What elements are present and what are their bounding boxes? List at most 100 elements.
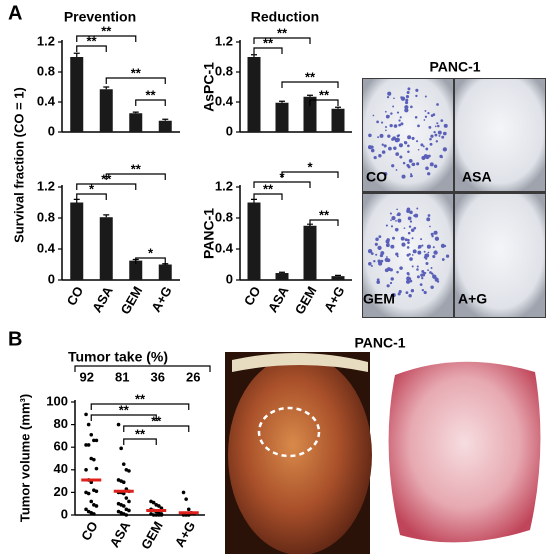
colony [390, 112, 393, 115]
y-tick-label: 1.2 [37, 178, 55, 193]
colony [425, 147, 429, 151]
colony [427, 269, 430, 272]
colony [429, 162, 434, 167]
y-axis-label: Tumor volume (mm³) [17, 394, 32, 522]
colony [391, 216, 396, 221]
colony [411, 163, 414, 166]
data-point [127, 508, 131, 513]
y-tick-label: 0.4 [215, 240, 234, 255]
data-point [84, 507, 88, 512]
colony [396, 208, 398, 211]
colony [391, 292, 396, 298]
colony [387, 134, 391, 138]
error-bar [307, 94, 313, 97]
colony [398, 290, 402, 294]
colony [404, 108, 409, 113]
colony [442, 258, 445, 260]
colony [385, 224, 388, 227]
sig-bracket [76, 193, 107, 200]
colony [429, 225, 431, 228]
colony [424, 95, 427, 98]
sig-label: ** [319, 87, 330, 102]
bar [331, 276, 345, 280]
colony [432, 246, 435, 249]
error-bar [251, 54, 257, 57]
photo-title: PANC-1 [429, 59, 480, 75]
colony [440, 156, 443, 159]
colony [393, 124, 398, 128]
sig-bracket [309, 99, 339, 106]
colony [407, 231, 411, 235]
colony [377, 245, 382, 251]
colony [376, 278, 380, 282]
colony [409, 210, 413, 215]
colony [440, 119, 444, 123]
colony [429, 142, 433, 146]
colony [438, 134, 441, 137]
data-point [94, 438, 99, 443]
data-point [121, 462, 126, 466]
panel-label: A [8, 2, 22, 24]
photo-label: CO [366, 169, 387, 185]
colony [398, 123, 402, 127]
colony [389, 212, 392, 215]
y-tick-label: 0 [48, 271, 55, 286]
colony [404, 105, 409, 110]
error-bar [73, 52, 80, 57]
colony [420, 143, 424, 147]
data-point [116, 422, 121, 427]
colony [394, 227, 399, 232]
colony [410, 105, 413, 109]
colony [418, 244, 422, 249]
sig-bracket [76, 45, 107, 52]
colony [396, 134, 400, 138]
colony [436, 122, 439, 125]
colony [392, 236, 395, 240]
data-point [124, 496, 129, 500]
colony [434, 125, 437, 128]
colony [391, 137, 395, 141]
colony [425, 257, 428, 260]
data-point [84, 468, 88, 472]
colony [383, 172, 388, 176]
y-tick-label: 0 [48, 123, 55, 138]
colony [396, 255, 399, 258]
colony [375, 253, 378, 256]
colony [432, 254, 436, 259]
data-point [84, 443, 88, 447]
photo-label: ASA [462, 169, 492, 185]
colony [373, 260, 376, 263]
colony [385, 239, 390, 244]
highlight-circle [257, 406, 321, 458]
colony [406, 91, 410, 95]
take-title: Tumor take (%) [68, 349, 168, 365]
colony [407, 87, 411, 91]
colony [405, 98, 409, 102]
error-bar [103, 214, 110, 218]
error-bar [279, 100, 285, 103]
take-value: 26 [186, 369, 200, 384]
colony [426, 217, 431, 222]
data-point [92, 438, 96, 443]
data-point [157, 513, 161, 517]
colony [443, 123, 448, 128]
colony [398, 119, 401, 122]
colony [430, 134, 434, 138]
colony [430, 272, 433, 275]
sig-bracket [253, 181, 311, 188]
colony [400, 236, 405, 241]
data-point [94, 466, 99, 471]
photo [388, 361, 541, 543]
colony [434, 133, 438, 137]
colony [376, 120, 379, 124]
colony [379, 133, 384, 138]
colony [417, 124, 420, 128]
colony [420, 273, 424, 277]
colony [416, 268, 419, 271]
photo-label: GEM [363, 291, 395, 307]
colony [381, 121, 384, 124]
colony [439, 131, 442, 134]
y-tick-label: 0 [61, 506, 68, 521]
y-tick-label: 0.4 [215, 93, 234, 108]
colony [396, 270, 399, 274]
